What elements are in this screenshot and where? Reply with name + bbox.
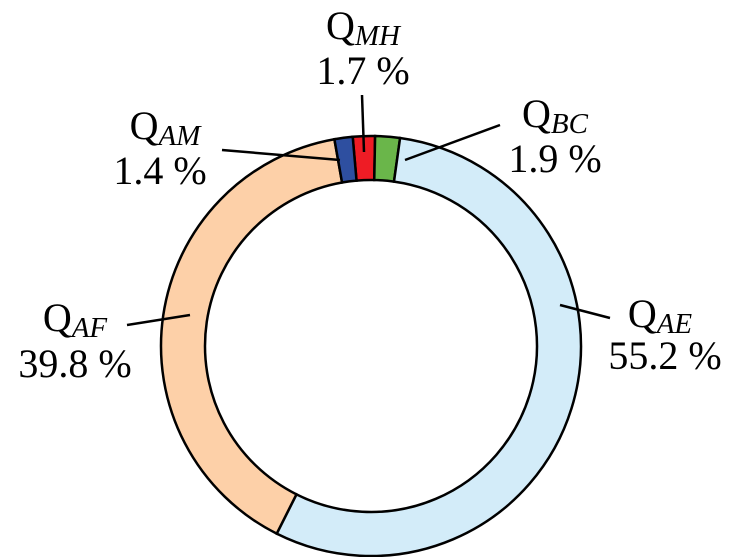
donut-segment	[159, 137, 344, 536]
label-subscript: AF	[70, 312, 108, 344]
label-symbol: Q	[43, 295, 72, 340]
label-symbol: Q	[522, 91, 551, 136]
label-symbol: Q	[130, 103, 159, 148]
category-label: QAM	[130, 103, 203, 151]
label-subscript: MH	[354, 20, 402, 52]
value-label: 55.2 %	[608, 333, 721, 378]
value-label: 1.7 %	[316, 48, 409, 93]
leader-line	[404, 123, 501, 162]
category-label: QAF	[43, 295, 108, 343]
leader-line	[559, 303, 611, 320]
donut-segment	[275, 136, 583, 557]
value-label: 39.8 %	[18, 341, 131, 386]
category-label: QMH	[326, 3, 402, 51]
category-label: QAE	[628, 291, 693, 339]
category-label: QBC	[522, 91, 589, 139]
leader-line	[221, 148, 341, 162]
label-subscript: BC	[551, 108, 589, 140]
label-subscript: AE	[655, 308, 693, 340]
label-subscript: AM	[157, 120, 203, 152]
value-label: 1.9 %	[508, 136, 601, 181]
label-symbol: Q	[628, 291, 657, 336]
value-label: 1.4 %	[113, 148, 206, 193]
leader-line	[126, 313, 191, 327]
label-symbol: Q	[326, 3, 355, 48]
leader-line	[360, 94, 366, 153]
donut-segment	[332, 135, 358, 184]
